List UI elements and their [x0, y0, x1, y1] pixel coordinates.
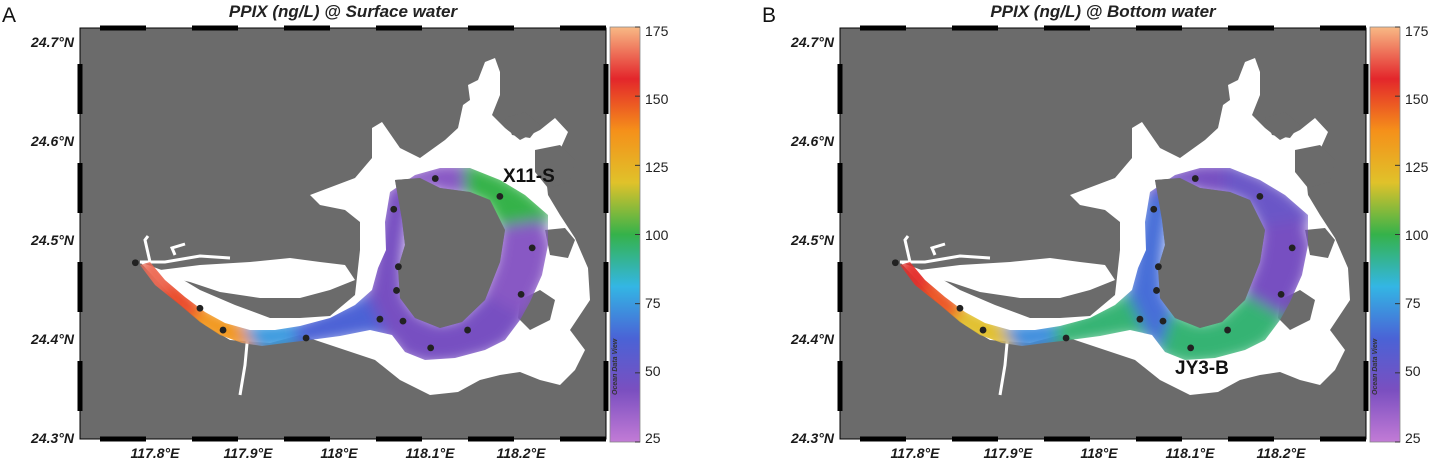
- colorbar-brand-label: Ocean Data View: [1372, 338, 1379, 395]
- river-channel: [143, 235, 152, 263]
- station-annotation: JY3-B: [1175, 358, 1229, 379]
- inner-island: [395, 178, 505, 328]
- station-marker: [390, 205, 398, 213]
- island: [545, 228, 575, 258]
- lat-label: 24.5°N: [31, 232, 74, 248]
- station-marker: [1136, 315, 1144, 323]
- river-channel: [929, 242, 946, 256]
- lon-label: 118°E: [1080, 445, 1118, 461]
- colorbar-tick: 175: [1405, 23, 1429, 39]
- colorbar-tick: 150: [645, 91, 669, 107]
- lon-label: 118°E: [320, 445, 358, 461]
- colorbar-tick: 25: [1405, 430, 1421, 446]
- lon-label: 118.2°E: [1256, 445, 1306, 461]
- lon-label: 118.1°E: [405, 445, 455, 461]
- station-marker: [1256, 192, 1264, 200]
- station-marker: [302, 334, 310, 342]
- colorbar-tick: 50: [645, 363, 661, 379]
- station-marker: [1153, 287, 1160, 294]
- station-marker: [431, 175, 439, 182]
- map-canvas: [77, 25, 641, 443]
- station-marker: [1277, 291, 1285, 298]
- station-marker: [219, 326, 227, 334]
- lat-label: 24.4°N: [791, 331, 834, 347]
- river-channel: [169, 242, 186, 256]
- river-channel: [900, 254, 991, 264]
- lat-label: 24.6°N: [31, 133, 74, 149]
- lat-label: 24.3°N: [791, 430, 834, 446]
- colorbar-tick: 75: [645, 295, 661, 311]
- island: [535, 145, 575, 188]
- lon-label: 118.2°E: [496, 445, 546, 461]
- lon-label: 117.9°E: [223, 445, 273, 461]
- station-marker: [1224, 326, 1231, 334]
- river-channel: [903, 235, 912, 263]
- station-marker: [979, 326, 987, 334]
- station-marker: [956, 304, 964, 312]
- station-marker: [528, 244, 536, 252]
- lon-label: 117.8°E: [130, 445, 180, 461]
- map-panel-a: A PPIX (ng/L) @ Surface water 24.7°N 24.…: [0, 0, 718, 463]
- station-marker: [1187, 344, 1195, 352]
- colorbar-tick: 50: [1405, 363, 1421, 379]
- panel-letter: A: [2, 4, 17, 27]
- station-marker: [891, 259, 899, 267]
- lat-label: 24.7°N: [791, 34, 834, 50]
- island: [1305, 228, 1335, 258]
- lat-label: 24.4°N: [31, 331, 74, 347]
- map-title: PPIX (ng/L) @ Bottom water: [990, 2, 1216, 21]
- station-marker: [1288, 244, 1296, 252]
- lat-label: 24.3°N: [31, 430, 74, 446]
- lon-label: 117.9°E: [983, 445, 1033, 461]
- water-body: [140, 258, 355, 298]
- lat-label: 24.5°N: [791, 232, 834, 248]
- map-title: PPIX (ng/L) @ Surface water: [228, 2, 458, 21]
- colorbar-tick: 75: [1405, 295, 1421, 311]
- colorbar-tick: 125: [1405, 159, 1429, 175]
- station-marker: [131, 259, 139, 267]
- colorbar-tick: 100: [1405, 227, 1429, 243]
- station-marker: [394, 263, 402, 271]
- station-annotation: X11-S: [503, 166, 555, 187]
- station-marker: [517, 291, 525, 298]
- colorbar-tick: 175: [645, 23, 669, 39]
- station-marker: [427, 344, 435, 352]
- map-panel-b: B PPIX (ng/L) @ Bottom water 24.7°N 24.6…: [760, 0, 1437, 463]
- colorbar-tick: 150: [1405, 91, 1429, 107]
- island: [1295, 145, 1335, 188]
- lat-label: 24.6°N: [791, 133, 834, 149]
- colorbar-brand-label: Ocean Data View: [612, 338, 619, 395]
- inner-island: [1155, 178, 1265, 328]
- lon-label: 117.8°E: [890, 445, 940, 461]
- island: [505, 112, 540, 138]
- station-marker: [1154, 263, 1162, 271]
- concentration-region-bay-south: [1158, 293, 1288, 360]
- station-marker: [376, 315, 384, 323]
- water-body: [900, 258, 1115, 298]
- station-marker: [196, 304, 204, 312]
- colorbar-tick: 25: [645, 430, 661, 446]
- station-marker: [399, 317, 407, 325]
- map-frame: [79, 27, 607, 440]
- station-marker: [1150, 205, 1158, 213]
- colorbar-tick: 125: [645, 159, 669, 175]
- river-channel: [140, 254, 231, 264]
- station-marker: [393, 287, 400, 294]
- station-marker: [496, 192, 504, 200]
- station-marker: [1159, 317, 1167, 325]
- map-canvas: [837, 25, 1401, 443]
- island: [1265, 112, 1300, 138]
- station-marker: [464, 326, 471, 334]
- panel-letter: B: [762, 4, 777, 27]
- station-marker: [1191, 175, 1199, 182]
- lat-label: 24.7°N: [31, 34, 74, 50]
- colorbar-tick: 100: [645, 227, 669, 243]
- lon-label: 118.1°E: [1165, 445, 1215, 461]
- station-marker: [1062, 334, 1070, 342]
- map-frame: [839, 27, 1367, 440]
